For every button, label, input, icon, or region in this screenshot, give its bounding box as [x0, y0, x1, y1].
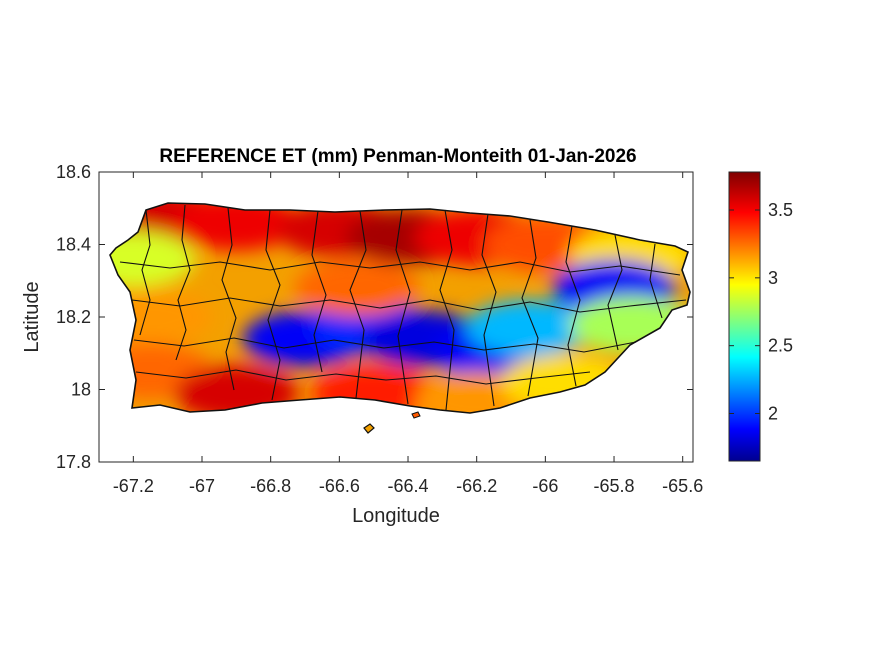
- colorbar-tick-label: 2.5: [768, 336, 793, 356]
- y-tick-label: 17.8: [56, 452, 91, 472]
- small-islet: [411, 411, 421, 419]
- x-tick-label: -66.6: [319, 476, 360, 496]
- island-coastline: [109, 202, 691, 414]
- x-tick-label: -66.4: [388, 476, 429, 496]
- chart-title: REFERENCE ET (mm) Penman-Monteith 01-Jan…: [159, 146, 636, 167]
- x-tick-label: -66.8: [250, 476, 291, 496]
- colorbar-tick-label: 3: [768, 268, 778, 288]
- municipality-boundaries: [119, 204, 687, 411]
- y-tick-label: 18.6: [56, 162, 91, 182]
- colorbar-tick-label: 2: [768, 404, 778, 424]
- x-tick-label: -67: [189, 476, 215, 496]
- colorbar-ticks: 2 2.5 3 3.5: [729, 200, 793, 424]
- et-field-blob-7: [110, 231, 196, 287]
- y-tick-label: 18.2: [56, 307, 91, 327]
- x-tick-label: -65.8: [594, 476, 635, 496]
- y-axis-label: Latitude: [21, 281, 43, 352]
- colorbar: [728, 171, 761, 462]
- et-field-blob-15: [466, 299, 591, 356]
- y-tick-label: 18: [71, 380, 91, 400]
- x-tick-label: -67.2: [113, 476, 154, 496]
- y-axis-ticks: 17.8 18 18.2 18.4 18.6: [56, 162, 693, 472]
- x-tick-label: -66.2: [456, 476, 497, 496]
- caja-de-muertos-island: [363, 423, 375, 434]
- y-tick-label: 18.4: [56, 235, 91, 255]
- x-tick-label: -65.6: [662, 476, 703, 496]
- x-axis-label: Longitude: [352, 505, 440, 527]
- x-tick-label: -66: [532, 476, 558, 496]
- et-field-blob-21: [294, 260, 419, 316]
- x-axis-ticks: -67.2 -67 -66.8 -66.6 -66.4 -66.2 -66 -65.8 -65.…: [113, 172, 703, 496]
- colorbar-tick-label: 3.5: [768, 200, 793, 220]
